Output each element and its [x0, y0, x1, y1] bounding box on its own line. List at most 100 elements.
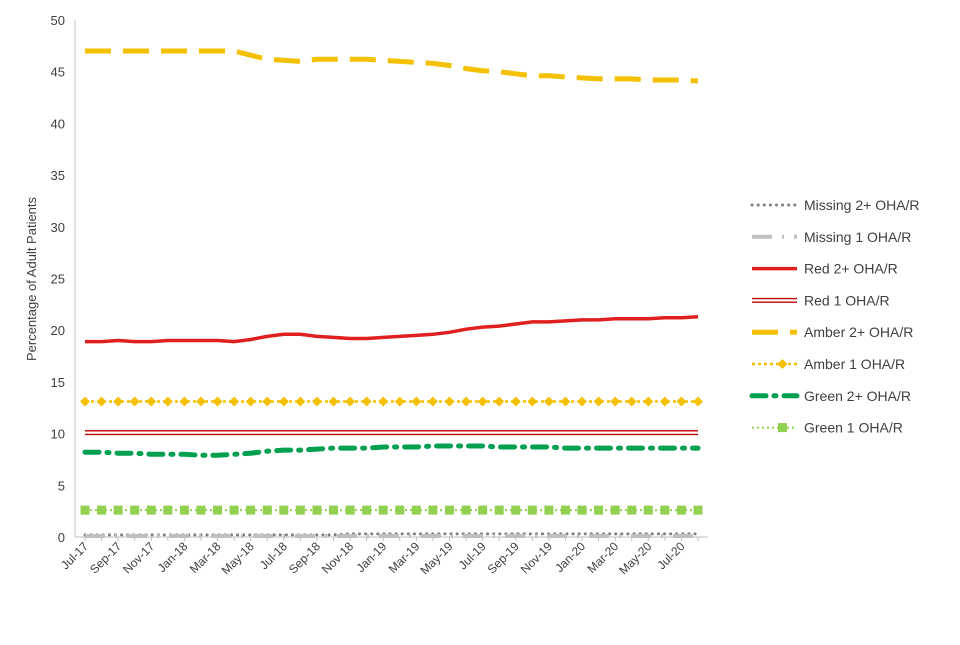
legend-item: Amber 1 OHA/R — [752, 356, 905, 372]
legend-marker — [777, 359, 788, 369]
data-point-marker — [643, 505, 653, 515]
y-tick-label: 30 — [51, 220, 65, 235]
data-point-marker — [594, 505, 604, 515]
legend-marker — [778, 423, 787, 433]
data-point-marker — [461, 396, 472, 407]
data-point-marker — [693, 396, 703, 407]
series-missing-2-oha-r — [83, 532, 700, 537]
data-point-marker — [162, 396, 173, 407]
y-axis: 0 5 10 15 20 25 30 35 40 45 50 — [51, 13, 76, 545]
data-point-marker — [279, 505, 289, 515]
y-tick-label: 0 — [58, 530, 65, 545]
legend-item: Green 1 OHA/R — [752, 420, 903, 436]
y-tick-label: 10 — [51, 427, 65, 442]
data-point-marker — [626, 396, 637, 407]
legend-item: Green 2+ OHA/R — [749, 388, 911, 404]
data-point-marker — [262, 505, 272, 515]
x-tick-label: May-19 — [417, 539, 455, 577]
legend-item: Missing 2+ OHA/R — [750, 197, 920, 213]
x-tick-label: Mar-20 — [585, 539, 622, 576]
data-point-marker — [494, 505, 504, 515]
data-point-marker — [411, 505, 421, 515]
data-point-marker — [130, 505, 140, 515]
x-tick-label: May-20 — [616, 539, 654, 577]
x-tick-label: Sep-19 — [485, 539, 522, 576]
legend: Missing 2+ OHA/R Missing 1 OHA/R Red 2+ OH… — [749, 197, 920, 436]
data-point-marker — [577, 505, 587, 515]
data-point-marker — [510, 396, 521, 407]
data-point-marker — [676, 505, 686, 515]
data-point-marker — [543, 396, 554, 407]
data-point-marker — [643, 396, 654, 407]
y-tick-label: 20 — [51, 323, 65, 338]
data-point-marker — [196, 396, 206, 407]
y-tick-label: 5 — [58, 478, 65, 493]
legend-label: Missing 2+ OHA/R — [804, 197, 920, 213]
data-point-marker — [511, 505, 521, 515]
data-point-marker — [245, 396, 256, 407]
data-point-marker — [212, 396, 223, 407]
series-red-2-oha-r — [85, 315, 699, 344]
series-green-1-oha-r — [80, 505, 703, 515]
series-amber-1-oha-r — [80, 396, 703, 407]
data-point-marker — [610, 396, 621, 407]
x-tick-label: Jan-19 — [353, 539, 389, 575]
legend-item: Red 2+ OHA/R — [752, 261, 898, 277]
data-point-marker — [163, 505, 173, 515]
data-point-marker — [229, 396, 240, 407]
x-tick-label: Sep-17 — [87, 539, 124, 576]
data-point-marker — [395, 505, 405, 515]
data-point-marker — [80, 396, 90, 407]
y-tick-label: 15 — [51, 375, 65, 390]
data-point-marker — [345, 396, 356, 407]
data-point-marker — [577, 396, 587, 407]
data-point-marker — [345, 505, 355, 515]
data-point-marker — [411, 396, 422, 407]
legend-label: Missing 1 OHA/R — [804, 229, 911, 245]
data-point-marker — [478, 505, 488, 515]
data-point-marker — [213, 505, 223, 515]
data-point-marker — [80, 505, 90, 515]
legend-item: Missing 1 OHA/R — [752, 229, 911, 245]
legend-item: Red 1 OHA/R — [752, 292, 890, 308]
series-line — [85, 315, 699, 344]
data-point-marker — [361, 396, 372, 407]
data-point-marker — [262, 396, 273, 407]
data-point-marker — [113, 505, 123, 515]
y-tick-label: 40 — [51, 116, 65, 131]
x-tick-label: Mar-18 — [187, 539, 224, 576]
data-point-marker — [295, 396, 306, 407]
data-point-marker — [278, 396, 289, 407]
data-point-marker — [428, 505, 438, 515]
legend-label: Red 1 OHA/R — [804, 292, 890, 308]
x-tick-label: Nov-19 — [518, 539, 555, 576]
data-point-marker — [444, 505, 454, 515]
x-tick-label: Nov-17 — [120, 539, 157, 576]
y-tick-label: 50 — [51, 13, 65, 28]
data-point-marker — [560, 505, 570, 515]
legend-label: Green 2+ OHA/R — [804, 388, 911, 404]
data-point-marker — [659, 396, 670, 407]
data-point-marker — [129, 396, 140, 407]
data-point-marker — [444, 396, 455, 407]
y-tick-label: 35 — [51, 168, 65, 183]
data-point-marker — [693, 505, 703, 515]
y-tick-label: 45 — [51, 65, 65, 80]
data-point-marker — [329, 505, 339, 515]
data-point-marker — [676, 396, 687, 407]
x-tick-label: Sep-18 — [286, 539, 323, 576]
data-point-marker — [660, 505, 670, 515]
data-point-marker — [461, 505, 471, 515]
legend-item: Amber 2+ OHA/R — [752, 324, 913, 340]
data-point-marker — [113, 396, 124, 407]
data-point-marker — [527, 396, 538, 407]
series-amber-2-oha-r — [85, 48, 699, 84]
legend-label: Amber 1 OHA/R — [804, 356, 905, 372]
legend-label: Green 1 OHA/R — [804, 420, 903, 436]
data-point-marker — [593, 396, 604, 407]
series-line — [83, 532, 700, 537]
series-green-2-oha-r — [82, 443, 701, 458]
